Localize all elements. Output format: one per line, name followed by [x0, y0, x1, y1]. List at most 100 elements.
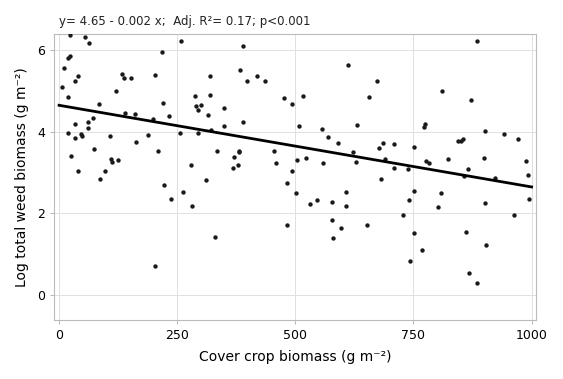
Point [176, 38, 185, 44]
Point [293, 157, 302, 163]
Point [167, 196, 176, 202]
Point [294, 123, 303, 129]
Point [70, 78, 79, 84]
Point [158, 100, 167, 106]
Point [204, 112, 213, 118]
Point [490, 175, 499, 181]
Point [425, 160, 434, 166]
Point [461, 229, 470, 235]
Text: y= 4.65 - 0.002 x;  Adj. R²= 0.17; p<0.001: y= 4.65 - 0.002 x; Adj. R²= 0.17; p<0.00… [59, 15, 311, 28]
Point [151, 263, 160, 269]
Point [230, 154, 239, 160]
Point [301, 155, 310, 161]
Point [188, 202, 197, 208]
Point [239, 42, 248, 49]
Point [348, 149, 358, 155]
Point [459, 174, 468, 180]
Point [510, 212, 519, 218]
Point [235, 67, 244, 74]
Point [66, 152, 75, 158]
Point [90, 146, 99, 152]
Point [499, 131, 508, 137]
Point [409, 144, 418, 150]
Point [373, 77, 382, 83]
Point [111, 88, 120, 94]
Point [175, 130, 184, 136]
Point [131, 111, 140, 117]
Point [324, 133, 333, 139]
Point [454, 138, 463, 144]
Point [288, 101, 297, 107]
Point [233, 162, 242, 168]
Point [472, 38, 481, 44]
Point [205, 92, 214, 98]
Point [242, 78, 251, 84]
Point [291, 191, 300, 197]
Point [158, 49, 167, 55]
Point [144, 132, 153, 138]
Point [84, 125, 93, 131]
Point [100, 18, 109, 24]
Point [108, 159, 117, 165]
Point [288, 168, 297, 174]
Point [376, 176, 385, 182]
Point [417, 247, 426, 253]
Point [404, 166, 413, 172]
Point [363, 222, 372, 229]
Point [252, 73, 261, 79]
Point [65, 53, 74, 59]
Point [154, 149, 163, 155]
Point [524, 172, 533, 178]
Point [305, 201, 314, 207]
Point [329, 235, 338, 241]
Point [213, 147, 222, 153]
Point [318, 127, 327, 133]
Point [390, 141, 399, 147]
Point [422, 158, 431, 164]
Point [467, 97, 476, 103]
Point [73, 72, 82, 78]
Point [410, 188, 419, 194]
Point [280, 95, 289, 101]
Point [333, 140, 342, 146]
Point [464, 270, 473, 276]
Point [352, 122, 361, 128]
Point [197, 102, 206, 108]
Point [95, 101, 104, 107]
Point [84, 119, 93, 125]
Point [131, 139, 140, 145]
Point [78, 133, 87, 139]
Point [64, 94, 73, 100]
Point [480, 155, 489, 161]
Point [283, 222, 292, 228]
Point [525, 196, 534, 202]
Point [421, 121, 430, 127]
Point [60, 65, 69, 71]
Point [337, 225, 346, 231]
Point [389, 165, 398, 171]
Point [522, 158, 531, 164]
Point [202, 177, 211, 183]
Point [434, 204, 443, 210]
Point [381, 156, 390, 162]
Point [481, 243, 490, 249]
Point [119, 75, 128, 81]
Point [272, 160, 281, 166]
Point [229, 165, 238, 171]
Point [374, 145, 383, 151]
Point [65, 32, 74, 38]
Point [120, 110, 129, 116]
Point [186, 162, 195, 168]
Point [420, 124, 429, 130]
Point [436, 190, 445, 196]
Point [150, 72, 159, 78]
Point [126, 75, 135, 81]
Point [70, 121, 79, 127]
Point [81, 34, 90, 41]
Point [74, 168, 83, 174]
Point [235, 148, 244, 154]
Point [64, 130, 73, 136]
Point [481, 199, 490, 205]
Point [457, 138, 466, 144]
Point [178, 189, 187, 195]
